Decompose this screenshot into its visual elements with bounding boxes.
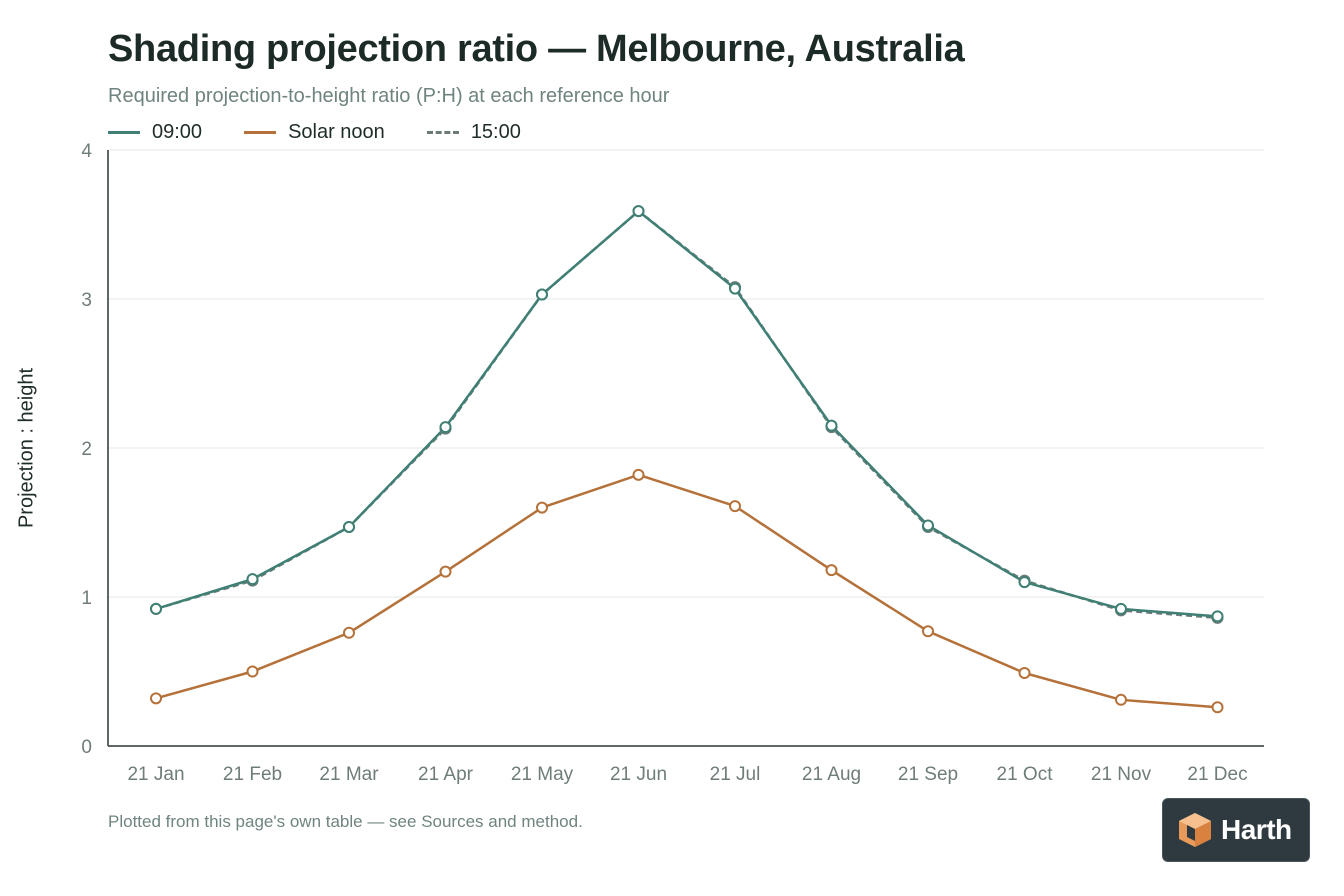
chart-title: Shading projection ratio — Melbourne, Au… [108,28,965,70]
axes [107,150,1264,747]
data-point [1018,666,1031,679]
data-point [1211,701,1224,714]
data-point [1115,602,1127,615]
legend-label-noon: Solar noon [288,120,385,143]
x-tick-label: 21 Oct [997,764,1054,785]
data-point [632,468,645,481]
data-point [246,573,259,586]
series-line-0 [155,209,1218,618]
data-point [729,500,741,513]
data-point [922,625,934,638]
data-point [922,519,934,532]
tick-labels: 0 1 2 3 4 21 Jan 21 Feb 21 Mar 21 Apr 21 May 21 Ju… [81,141,1247,785]
y-tick-label: 3 [81,290,92,311]
y-tick-label: 0 [81,737,92,758]
data-points [150,205,1224,714]
data-point [729,282,741,295]
x-tick-label: 21 Jan [127,764,184,785]
footnote: Plotted from this page's own table — see… [108,812,583,831]
x-tick-label: 21 Nov [1091,764,1152,785]
data-point [150,602,162,615]
data-point [246,665,259,678]
series-line-2 [155,209,1218,620]
legend-item-afternoon: 15:00 [426,120,521,144]
data-point [536,288,548,301]
legend-label-afternoon: 15:00 [470,120,521,143]
series-line-1 [155,473,1218,709]
legend-item-morning: 09:00 [108,121,202,144]
data-point [1115,693,1127,706]
y-tick-label: 2 [81,439,92,460]
x-tick-label: 21 Apr [418,764,474,785]
legend-swatch-noon [244,130,277,134]
brand-logo[interactable]: Harth [1162,798,1310,862]
chart-subtitle: Required projection-to-height ratio (P:H… [108,85,670,107]
data-point [1018,576,1031,589]
data-point [343,520,355,533]
x-tick-label: 21 Jul [710,764,761,785]
data-point [343,626,355,639]
x-tick-label: 21 Mar [319,764,379,785]
data-point [150,692,162,705]
legend-swatch-morning [108,130,140,134]
x-tick-label: 21 May [511,764,574,785]
data-point [439,565,452,578]
data-point [1211,610,1224,623]
data-point [825,419,838,432]
y-tick-label: 1 [81,588,92,609]
legend: 09:00 Solar noon 15:00 [108,119,563,145]
cube-logo-icon [1179,813,1211,847]
x-tick-label: 21 Jun [610,764,667,785]
legend-item-noon: Solar noon [244,121,385,144]
legend-label-morning: 09:00 [152,120,203,143]
data-point [439,421,452,434]
data-point [825,564,838,577]
x-tick-label: 21 Sep [898,764,958,785]
y-tick-label: 4 [81,141,92,162]
logo-text: Harth [1221,814,1292,845]
x-tick-label: 21 Feb [223,764,282,785]
data-point [536,501,548,514]
x-tick-label: 21 Dec [1187,764,1247,785]
legend-swatch-afternoon [426,130,459,134]
series-lines [155,209,1218,709]
x-tick-label: 21 Aug [802,764,861,785]
data-point [632,205,645,218]
grid-lines [108,149,1264,598]
